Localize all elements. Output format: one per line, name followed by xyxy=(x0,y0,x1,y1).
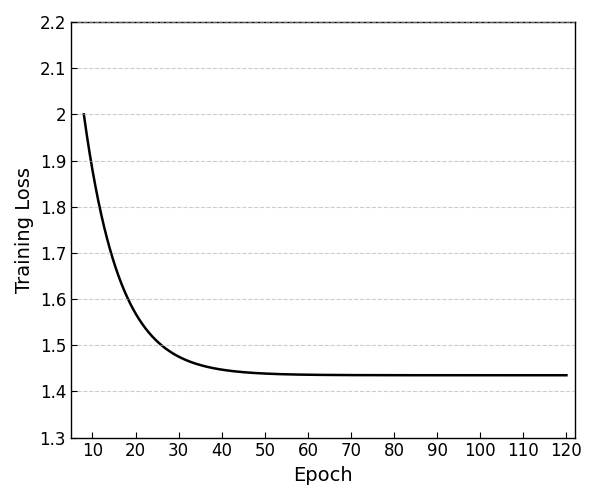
X-axis label: Epoch: Epoch xyxy=(293,466,353,485)
Y-axis label: Training Loss: Training Loss xyxy=(15,167,34,293)
